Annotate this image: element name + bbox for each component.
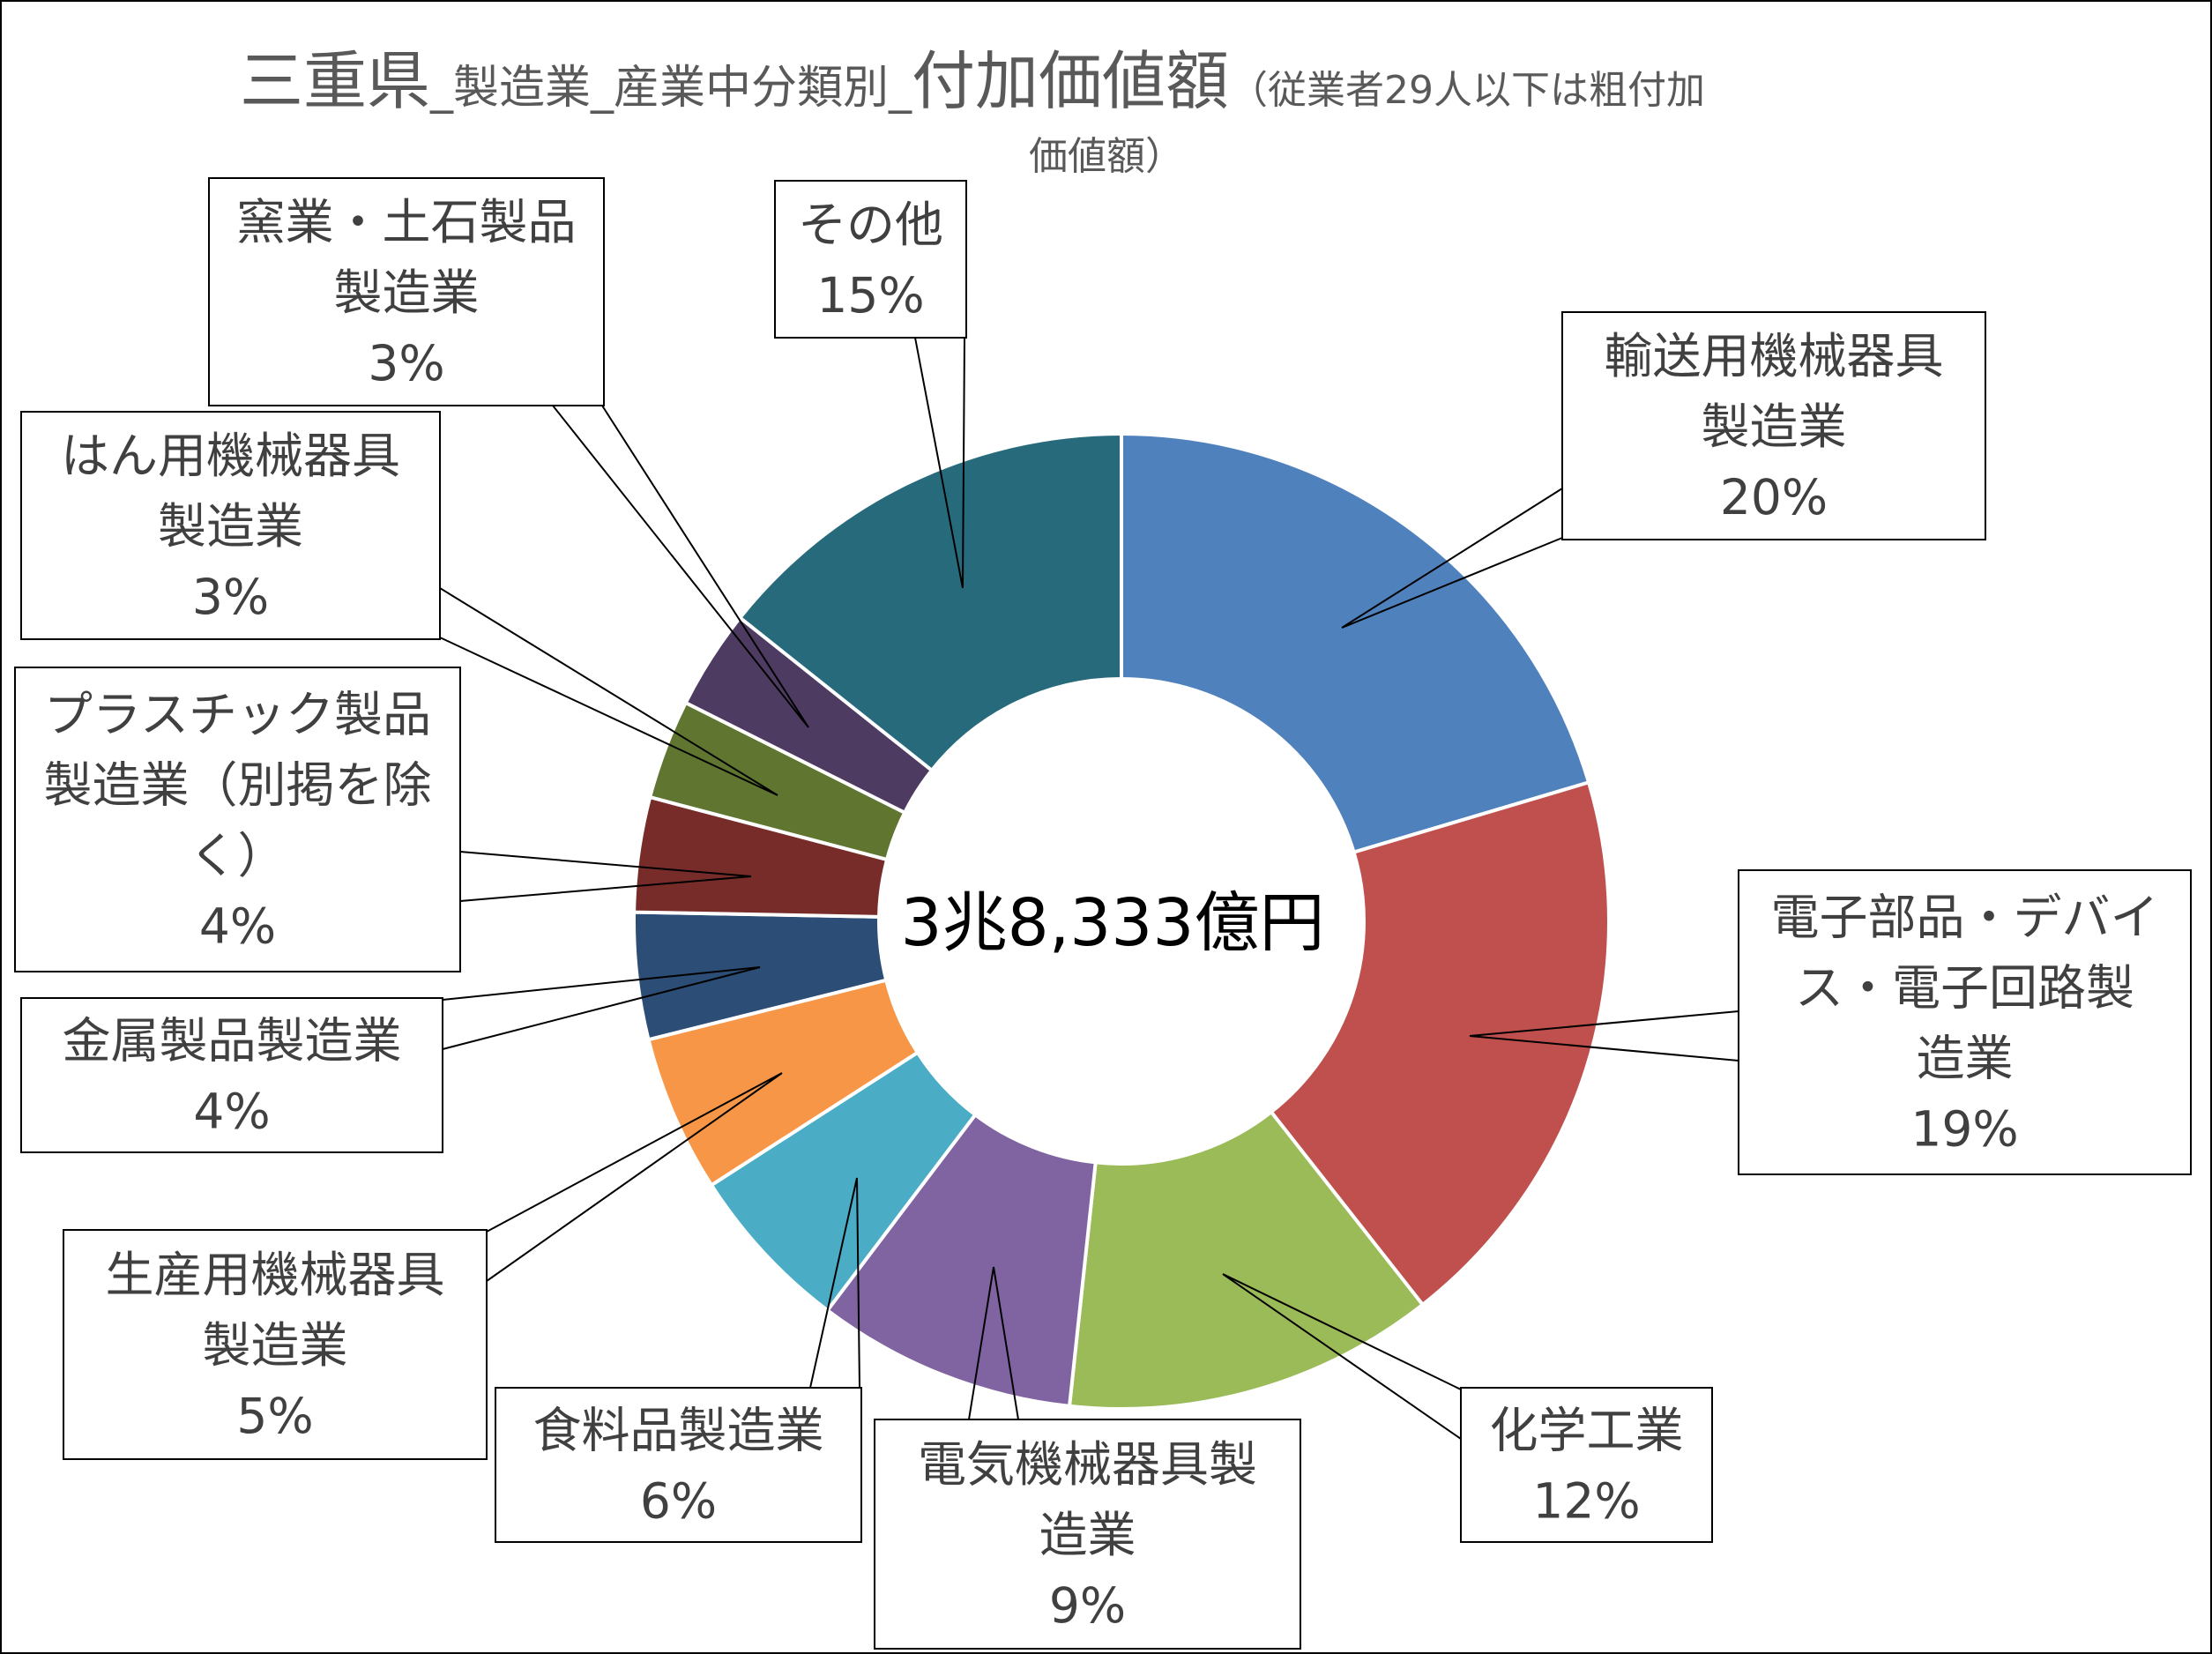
callout-box-6 (20, 997, 443, 1153)
callout-box-8 (20, 411, 441, 640)
slice-1 (1269, 779, 1611, 1308)
leader-line-10 (914, 337, 965, 589)
slices-group (632, 431, 1611, 1412)
slice-name-label-5: 生産用機械器具 (105, 1247, 444, 1303)
slice-name-label-1: 電子部品・デバイ (1770, 890, 2158, 946)
callout-box-1 (1738, 869, 2192, 1175)
slice-name-label-8: 製造業 (158, 498, 303, 555)
slice-percent-label-3: 9% (1049, 1577, 1126, 1634)
slice-percent-label-0: 20% (1720, 469, 1828, 525)
slice-percent-label-8: 3% (192, 569, 269, 625)
callout-box-5 (63, 1229, 488, 1460)
leader-line-1 (1469, 1010, 1739, 1062)
callout-box-0 (1561, 311, 1986, 540)
slice-name-label-5: 製造業 (202, 1317, 347, 1374)
slice-percent-label-10: 15% (816, 267, 924, 324)
leader-line-6 (442, 966, 761, 1050)
slice-0 (1120, 431, 1591, 855)
callout-box-10 (774, 180, 967, 339)
slice-name-label-8: はん用機械器具 (61, 428, 400, 484)
slice-name-label-7: 製造業（別掲を除 (43, 757, 431, 814)
slice-name-label-9: 窯業・土石製品 (236, 194, 576, 250)
slice-name-label-7: く） (189, 828, 286, 884)
leader-line-9 (552, 405, 809, 728)
callout-box-4 (495, 1387, 862, 1543)
slice-percent-label-1: 19% (1910, 1101, 2018, 1158)
leader-line-3 (968, 1266, 1019, 1420)
slice-name-label-10: その他 (798, 197, 943, 253)
slice-2 (1067, 1109, 1426, 1412)
leader-line-7 (459, 851, 752, 902)
slice-percent-label-4: 6% (640, 1473, 717, 1530)
slice-percent-label-5: 5% (236, 1388, 313, 1444)
callouts-group: 輸送用機械器具製造業20%電子部品・デバイス・電子回路製造業19%化学工業12%… (14, 177, 2192, 1650)
slice-name-label-3: 電気機械器具製 (918, 1436, 1257, 1493)
leader-line-2 (1222, 1273, 1462, 1440)
slice-percent-label-2: 12% (1532, 1473, 1640, 1530)
slice-name-label-1: ス・電子回路製 (1795, 960, 2134, 1017)
callout-box-7 (14, 667, 461, 972)
slice-name-label-6: 金属製品製造業 (62, 1013, 401, 1069)
callout-box-2 (1460, 1387, 1713, 1543)
title-part-3: 付加価値額 (912, 44, 1229, 118)
leader-line-8 (439, 587, 778, 796)
slice-name-label-7: プラスチック製品 (44, 687, 431, 743)
slice-percent-label-9: 3% (368, 335, 444, 391)
slice-name-label-9: 製造業 (333, 264, 479, 321)
chart-title: 三重県_製造業_産業中分類別_付加価値額（従業者29人以下は粗付加 (240, 44, 1705, 118)
title-part-1: 三重県 (240, 44, 430, 118)
title-part-4: （従業者29人以下は粗付加 (1229, 68, 1705, 113)
slice-10 (737, 431, 1123, 773)
title-part-2: _製造業_産業中分類別_ (429, 62, 912, 115)
leader-line-0 (1341, 488, 1563, 629)
title-part-5: 価値額） (1029, 134, 1184, 179)
center-total-label: 3兆8,333億円 (901, 885, 1325, 961)
slice-percent-label-6: 4% (193, 1084, 270, 1140)
leader-line-5 (486, 1072, 783, 1282)
callout-box-3 (874, 1419, 1301, 1650)
slice-percent-label-7: 4% (199, 898, 276, 955)
callout-box-9 (208, 177, 605, 406)
slice-name-label-1: 造業 (1916, 1031, 2013, 1087)
slice-name-label-0: 製造業 (1701, 399, 1846, 455)
slice-3 (824, 1112, 1098, 1409)
slice-name-label-3: 造業 (1039, 1507, 1136, 1563)
leader-lines-group (439, 337, 1739, 1440)
slice-name-label-2: 化学工業 (1489, 1403, 1683, 1459)
leader-line-4 (809, 1177, 860, 1389)
slice-name-label-0: 輸送用機械器具 (1604, 328, 1943, 384)
slice-name-label-4: 食料品製造業 (533, 1403, 823, 1459)
